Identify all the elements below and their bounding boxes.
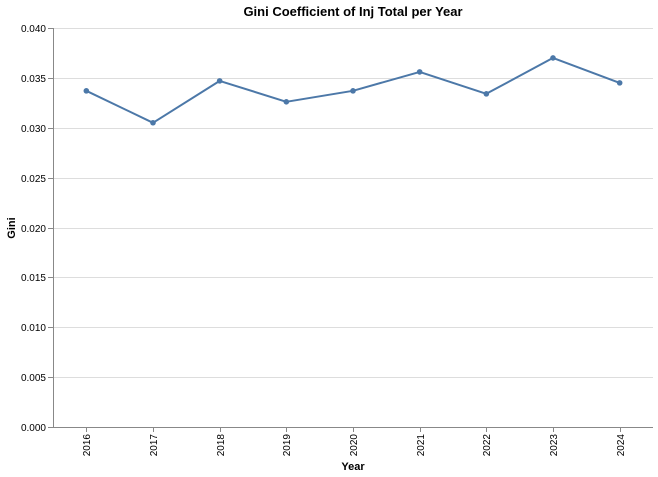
x-axis-title: Year [341,461,365,473]
y-axis-title: Gini [6,217,18,238]
data-point[interactable] [283,99,290,105]
x-tick-label: 2021 [416,434,427,457]
series-layer [83,55,623,126]
x-tick-label: 2016 [82,434,93,457]
gridlines [53,28,653,428]
x-tick-label: 2017 [149,434,160,457]
y-tick-label: 0.030 [21,124,46,135]
y-tick-label: 0.040 [21,24,46,35]
x-tick-label: 2019 [282,434,293,457]
x-tick-label: 2022 [482,434,493,457]
data-point[interactable] [150,119,156,126]
data-point[interactable] [216,78,223,84]
y-tick-label: 0.015 [21,273,46,284]
x-tick-label: 2024 [616,434,627,457]
y-tick-label: 0.010 [21,323,46,334]
y-tick-label: 0.035 [21,74,46,85]
y-tick-label: 0.025 [21,174,46,185]
x-tick-label: 2020 [349,434,360,457]
data-point[interactable] [350,88,356,94]
chart-title: Gini Coefficient of Inj Total per Year [243,4,462,19]
y-tick-label: 0.005 [21,373,46,384]
axes: 0.000 0.005 0.010 0.015 0.020 0.025 0.030 0.035… [21,24,653,456]
data-point[interactable] [483,91,490,97]
x-tick-label: 2018 [216,434,227,457]
x-tick-label: 2023 [549,434,560,457]
data-point[interactable] [83,88,90,94]
data-point[interactable] [416,69,423,75]
data-point[interactable] [616,80,623,86]
y-tick-label: 0.000 [21,423,46,434]
data-point[interactable] [550,55,556,61]
y-tick-label: 0.020 [21,224,46,235]
